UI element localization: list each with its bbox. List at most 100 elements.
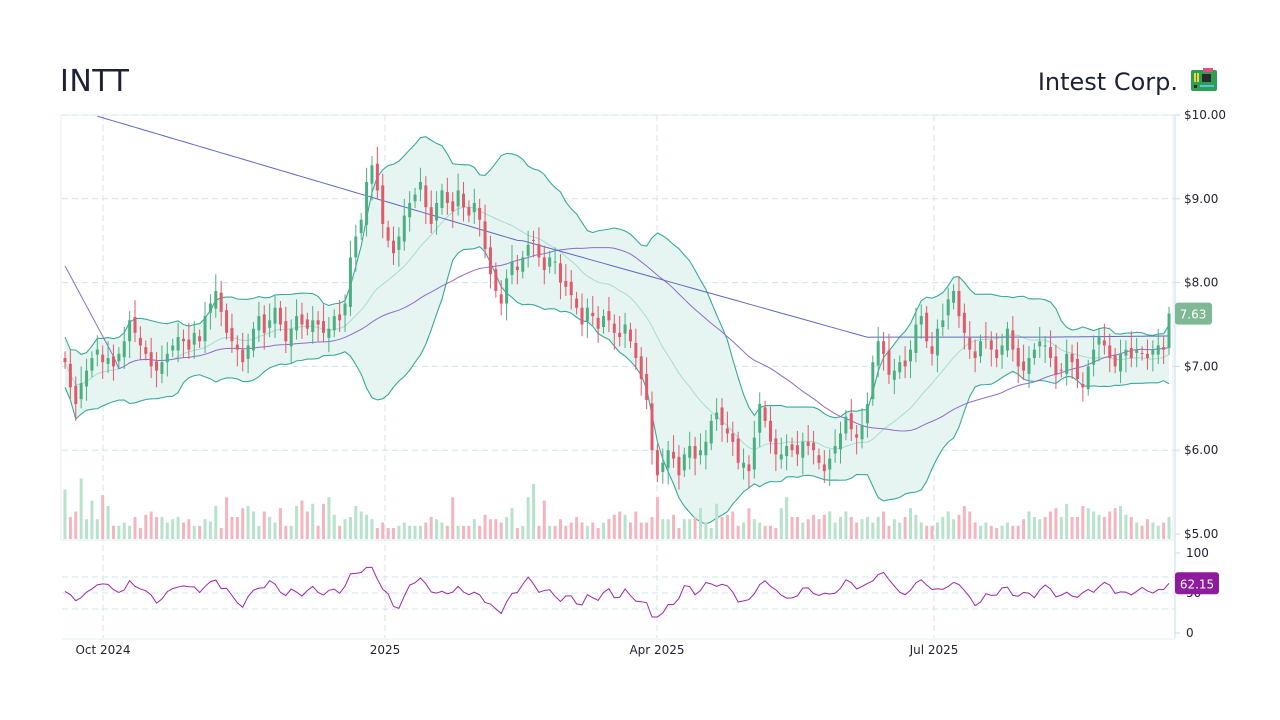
candle xyxy=(311,320,315,333)
candle xyxy=(693,446,697,459)
volume-bar xyxy=(1145,519,1149,539)
volume-bar xyxy=(370,519,374,539)
volume-bar xyxy=(494,519,498,539)
candle xyxy=(214,290,218,309)
candle xyxy=(381,185,385,224)
volume-bar xyxy=(424,522,428,539)
candle xyxy=(537,244,541,258)
candle xyxy=(327,328,331,338)
volume-bar xyxy=(989,525,993,539)
candle xyxy=(542,257,546,271)
volume-bar xyxy=(1124,514,1128,539)
candle xyxy=(1124,349,1128,356)
candle xyxy=(74,385,78,405)
volume-bar xyxy=(311,503,315,539)
rsi-axis-tick: 0 xyxy=(1186,626,1194,640)
y-axis-tick: $8.00 xyxy=(1184,276,1218,290)
candle xyxy=(257,316,261,331)
candle xyxy=(661,462,665,472)
candle xyxy=(230,327,234,342)
volume-bar xyxy=(752,519,756,539)
volume-bar xyxy=(763,525,767,539)
volume-bar xyxy=(1005,522,1009,539)
candle xyxy=(639,356,643,379)
volume-bar xyxy=(268,517,272,539)
candle xyxy=(973,351,977,359)
volume-bar xyxy=(742,522,746,539)
candle xyxy=(289,328,293,347)
candle xyxy=(747,464,751,472)
candle xyxy=(715,412,719,420)
candle xyxy=(386,227,390,241)
volume-bar xyxy=(1054,508,1058,539)
volume-bar xyxy=(1113,508,1117,539)
volume-bar xyxy=(343,519,347,539)
volume-bar xyxy=(785,497,789,539)
candle xyxy=(429,207,433,224)
volume-bar xyxy=(499,522,503,539)
candle xyxy=(968,337,972,350)
volume-bar xyxy=(300,500,304,539)
volume-bar xyxy=(381,522,385,539)
candle xyxy=(655,450,659,476)
candle xyxy=(1000,345,1004,355)
volume-bar xyxy=(488,519,492,539)
volume-bar xyxy=(1092,511,1096,539)
volume-bar xyxy=(515,528,519,539)
volume-bar xyxy=(155,517,159,539)
volume-bar xyxy=(607,519,611,539)
candle xyxy=(122,341,126,358)
candle xyxy=(165,353,169,363)
candle xyxy=(1070,353,1074,363)
volume-bar xyxy=(526,497,530,539)
candle xyxy=(117,353,121,362)
volume-bar xyxy=(225,497,229,539)
candle xyxy=(413,194,417,202)
candle xyxy=(494,269,498,291)
volume-bar xyxy=(532,484,536,539)
volume-bar xyxy=(1081,506,1085,539)
candle xyxy=(149,352,153,367)
candle xyxy=(106,358,110,364)
candle xyxy=(440,190,444,209)
candle xyxy=(688,446,692,458)
candle xyxy=(612,323,616,333)
candle xyxy=(456,190,460,207)
volume-bar xyxy=(289,525,293,539)
volume-bar xyxy=(898,522,902,539)
volume-bar xyxy=(736,525,740,539)
volume-bar xyxy=(817,519,821,539)
volume-bar xyxy=(251,511,255,539)
candle xyxy=(365,182,369,225)
candle xyxy=(882,341,886,354)
volume-bar xyxy=(295,506,299,539)
candle xyxy=(510,261,514,276)
svg-text:62.15: 62.15 xyxy=(1180,577,1214,591)
volume-bar xyxy=(903,517,907,539)
volume-bar xyxy=(321,503,325,539)
candle xyxy=(128,320,132,342)
volume-bar xyxy=(1059,517,1063,539)
volume-bar xyxy=(305,511,309,539)
candle xyxy=(181,338,185,342)
candle xyxy=(284,321,288,342)
volume-bar xyxy=(1027,511,1031,539)
volume-bar xyxy=(63,489,67,539)
candle xyxy=(855,434,859,438)
volume-bar xyxy=(262,511,266,539)
candle xyxy=(844,416,848,434)
candle xyxy=(1086,366,1090,390)
volume-bar xyxy=(720,517,724,539)
candle xyxy=(408,202,412,218)
candle xyxy=(553,261,557,263)
volume-bar xyxy=(1119,506,1123,539)
volume-bar xyxy=(925,525,929,539)
candle xyxy=(725,428,729,434)
candle xyxy=(602,316,606,328)
candle xyxy=(677,456,681,476)
volume-bar xyxy=(106,506,110,539)
volume-bar xyxy=(1086,508,1090,539)
volume-bar xyxy=(602,522,606,539)
candle xyxy=(445,192,449,203)
candle xyxy=(1075,358,1079,379)
